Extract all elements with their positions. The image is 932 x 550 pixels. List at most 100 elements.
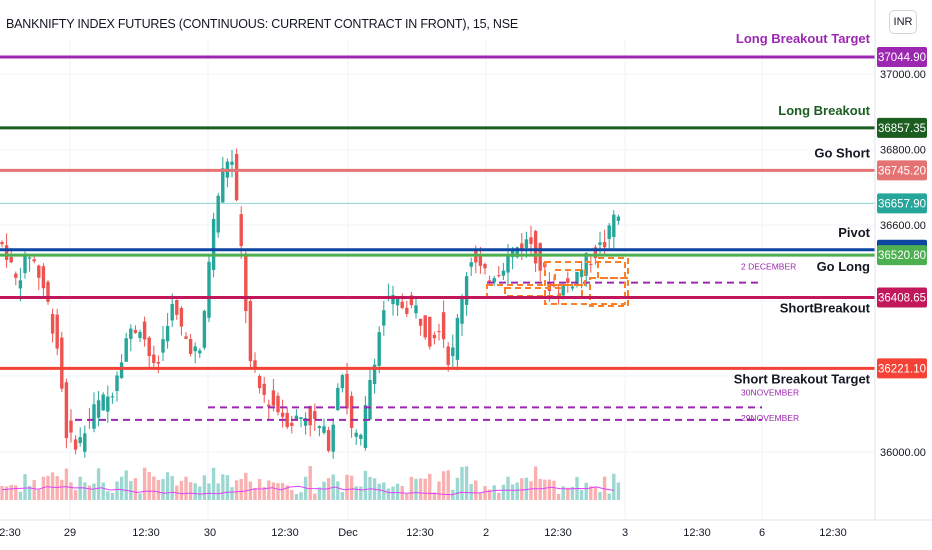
volume-bar bbox=[244, 472, 248, 500]
price-badge: 36657.90 bbox=[877, 193, 927, 214]
svg-text:36745.20: 36745.20 bbox=[878, 165, 926, 177]
volume-bar bbox=[584, 482, 588, 500]
candle bbox=[418, 318, 423, 336]
volume-bar bbox=[161, 479, 165, 500]
volume-ma-line bbox=[1, 485, 615, 496]
candle bbox=[363, 395, 368, 451]
volume-bar bbox=[234, 480, 239, 500]
level-line[interactable]: Go Short 36745.20 bbox=[0, 145, 927, 181]
price-badge: 36408.65 bbox=[877, 287, 927, 308]
volume-bar bbox=[299, 492, 303, 500]
volume-bar bbox=[377, 483, 381, 500]
level-line[interactable]: Go Long 36520.80 bbox=[0, 245, 927, 274]
range-box bbox=[597, 257, 629, 279]
candle bbox=[221, 157, 225, 203]
volume-bar bbox=[598, 492, 602, 500]
currency-badge[interactable]: INR bbox=[889, 10, 917, 34]
level-line[interactable]: Long Breakout Target 37044.90 bbox=[0, 31, 927, 68]
volume-bar bbox=[124, 470, 128, 500]
level-label: ShortBreakout bbox=[780, 301, 871, 316]
candle bbox=[142, 316, 147, 347]
candle bbox=[244, 251, 248, 324]
volume-bar bbox=[294, 493, 299, 500]
candle bbox=[354, 429, 358, 445]
volume-bar bbox=[73, 490, 78, 500]
volume-bar bbox=[570, 486, 575, 500]
candle bbox=[313, 403, 317, 432]
candle bbox=[349, 391, 354, 438]
candle bbox=[133, 325, 138, 334]
volume-bar bbox=[538, 478, 542, 500]
volume-bar bbox=[193, 483, 197, 500]
candle bbox=[428, 316, 432, 350]
volume-bar bbox=[359, 486, 363, 500]
level-line[interactable]: Short Breakout Target 36221.10 bbox=[0, 358, 927, 386]
volume-bar bbox=[487, 489, 492, 500]
volume-bar bbox=[4, 486, 9, 500]
volume-bar bbox=[60, 479, 64, 500]
volume-bar bbox=[106, 491, 110, 500]
volume-bar bbox=[340, 492, 345, 500]
level-line[interactable]: ShortBreakout 36408.65 bbox=[0, 287, 927, 316]
candle bbox=[267, 399, 271, 419]
candle bbox=[299, 417, 303, 428]
volume-bar bbox=[87, 485, 92, 500]
volume-bar bbox=[510, 484, 515, 500]
volume-bar bbox=[101, 482, 105, 500]
volume-bar bbox=[262, 487, 266, 500]
candle bbox=[55, 308, 59, 356]
candle bbox=[198, 348, 202, 358]
volume-bar bbox=[524, 477, 529, 500]
candle bbox=[497, 266, 501, 278]
level-line[interactable]: Long Breakout 36857.35 bbox=[0, 103, 927, 138]
candle bbox=[188, 333, 193, 357]
candle bbox=[612, 210, 616, 249]
candle bbox=[451, 334, 455, 368]
volume-bar bbox=[441, 471, 446, 500]
candle bbox=[405, 300, 409, 318]
volume-bar bbox=[308, 466, 312, 500]
volume-bar bbox=[363, 470, 368, 500]
candle bbox=[230, 149, 234, 178]
session-line: 30NOVEMBER bbox=[208, 387, 799, 409]
candle bbox=[234, 148, 239, 202]
price-tick-label: 37000.00 bbox=[880, 69, 926, 81]
volume-bar bbox=[32, 480, 36, 500]
candle bbox=[501, 262, 506, 281]
time-tick-label: 2:30 bbox=[0, 527, 21, 539]
candle bbox=[78, 427, 82, 447]
level-line[interactable]: 36657.90 bbox=[0, 193, 927, 214]
candle bbox=[414, 296, 418, 319]
candle bbox=[322, 418, 326, 435]
volume-bar bbox=[409, 476, 414, 500]
price-badge: 36745.20 bbox=[877, 160, 927, 181]
price-badge: 36520.80 bbox=[877, 245, 927, 266]
candle bbox=[483, 262, 487, 275]
candle bbox=[124, 332, 128, 362]
session-lines: 2 DECEMBER 30NOVEMBER 29NOVEMBER bbox=[75, 262, 799, 423]
session-label: 29NOVEMBER bbox=[741, 413, 799, 423]
svg-text:36657.90: 36657.90 bbox=[878, 198, 926, 210]
chart-title: BANKNIFTY INDEX FUTURES (CONTINUOUS: CUR… bbox=[6, 17, 519, 31]
volume-bar bbox=[474, 480, 478, 500]
candle bbox=[382, 300, 386, 336]
volume-bar bbox=[276, 483, 280, 500]
volume-bar bbox=[423, 478, 427, 500]
candle bbox=[14, 271, 18, 286]
candle bbox=[317, 425, 322, 437]
candle bbox=[460, 294, 464, 336]
volume-bar bbox=[18, 491, 23, 500]
candle bbox=[211, 212, 216, 278]
candle bbox=[524, 231, 529, 258]
volume-bar bbox=[37, 489, 41, 500]
candle bbox=[179, 305, 184, 336]
candle bbox=[409, 292, 414, 309]
volume-bar bbox=[501, 484, 506, 500]
level-label: Go Short bbox=[814, 145, 870, 160]
range-box bbox=[554, 269, 586, 286]
volume-bar bbox=[414, 478, 418, 500]
price-badge: 36857.35 bbox=[877, 117, 927, 138]
time-tick-label: 12:30 bbox=[406, 527, 434, 539]
candle bbox=[441, 300, 446, 348]
